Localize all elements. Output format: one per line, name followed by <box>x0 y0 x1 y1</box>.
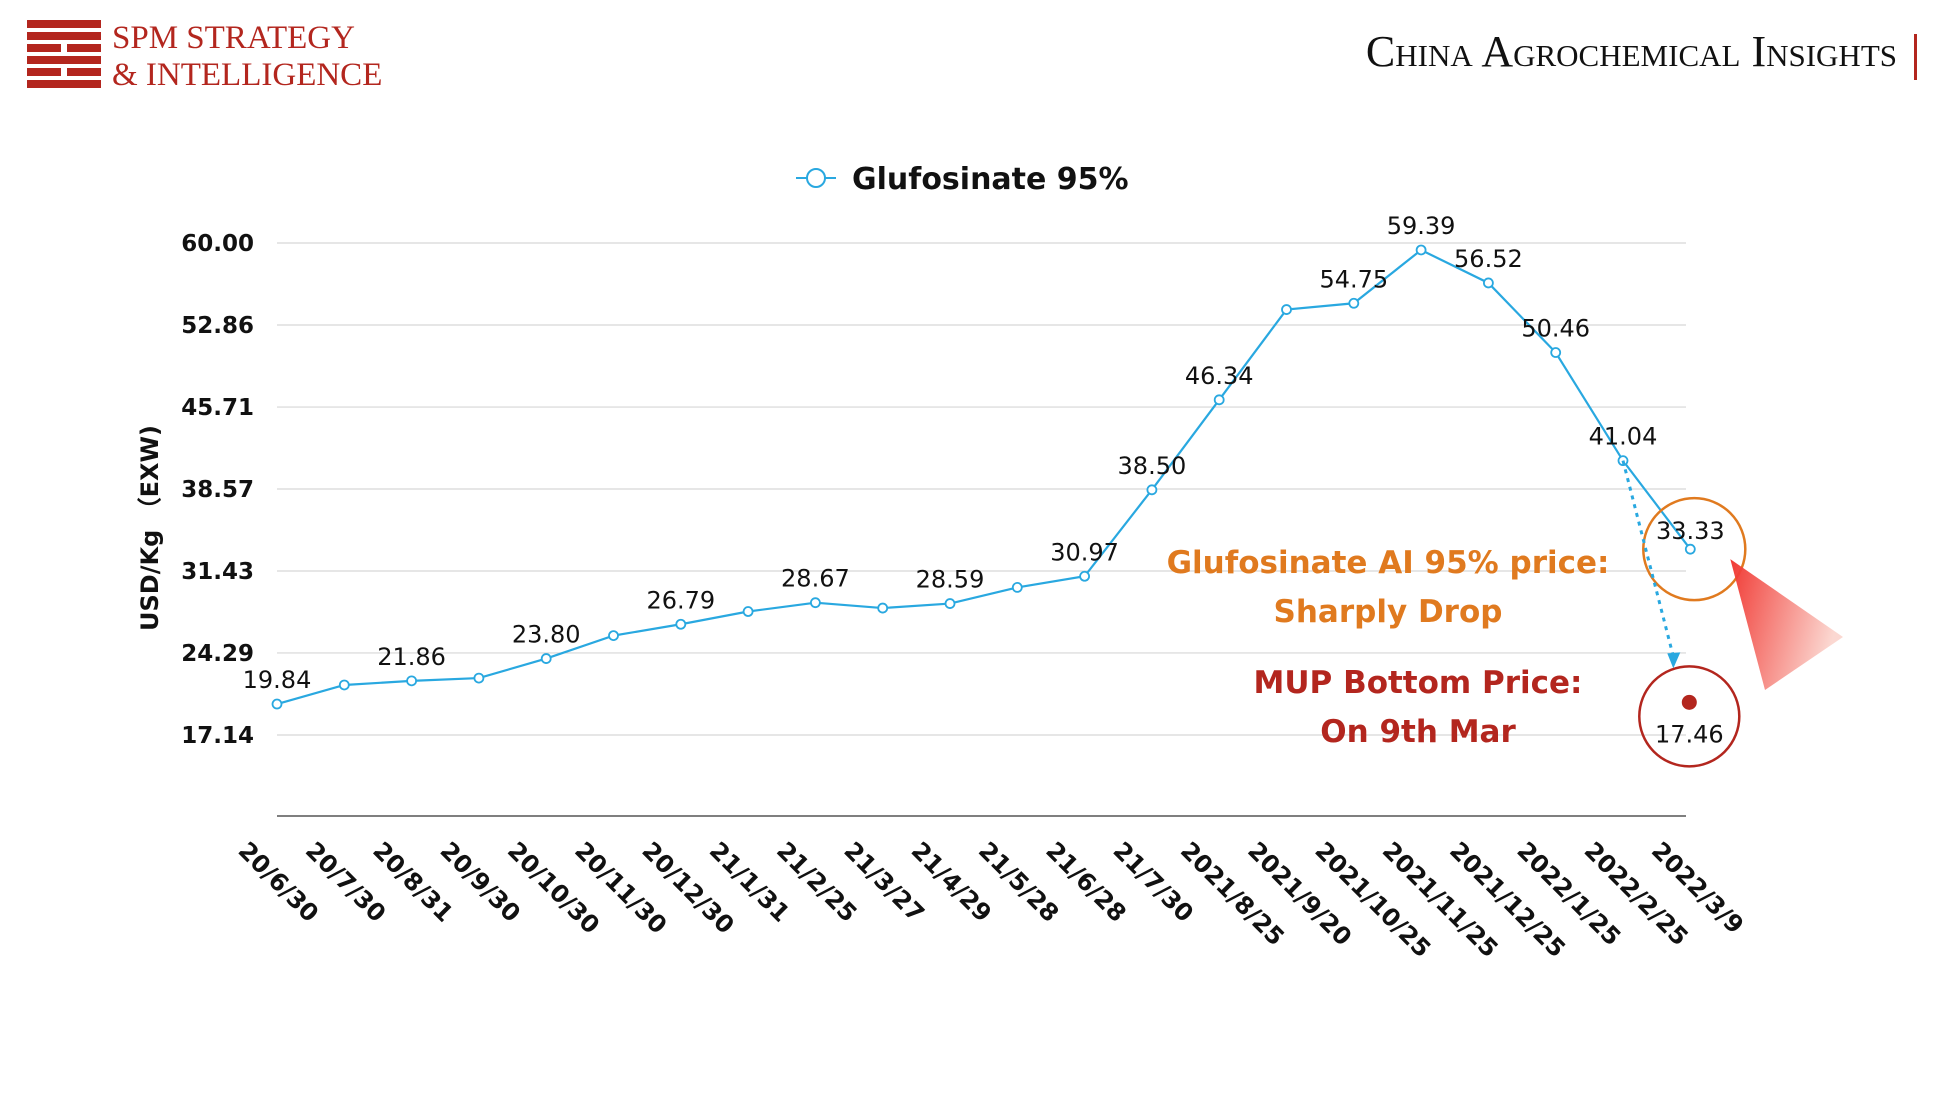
y-tick-label: 60.00 <box>181 231 254 257</box>
data-label: 28.67 <box>781 565 850 593</box>
data-point <box>406 675 418 687</box>
x-tick-label: 2021/10/25 <box>1310 836 1437 963</box>
dotted-arrow-line <box>1621 460 1675 657</box>
x-tick-label: 2021/12/25 <box>1444 836 1571 963</box>
data-label: 50.46 <box>1521 315 1590 343</box>
y-tick-label: 38.57 <box>181 477 254 503</box>
arrow-head-icon <box>1667 652 1681 669</box>
y-tick-label: 52.86 <box>181 313 254 339</box>
chart: Glufosinate 95% 60.00 52.86 45.71 38.57 31.4… <box>136 162 1843 963</box>
data-point <box>271 698 283 710</box>
x-tick-label: 2021/11/25 <box>1377 836 1504 963</box>
data-point <box>1146 484 1158 496</box>
data-label: 26.79 <box>646 586 715 614</box>
data-label: 19.84 <box>243 666 312 694</box>
annotations: Glufosinate AI 95% price: Sharply Drop 17.… <box>1167 460 1843 768</box>
data-label: 41.04 <box>1589 423 1658 451</box>
company-logo: SPM STRATEGY & INTELLIGENCE <box>27 20 382 93</box>
highlight-circle-drop <box>1642 496 1747 602</box>
data-point <box>1011 582 1023 593</box>
mup-value-label: 17.46 <box>1655 720 1724 748</box>
data-point <box>473 672 485 684</box>
data-point <box>608 630 619 642</box>
y-tick-label: 24.29 <box>181 641 254 667</box>
data-point <box>540 653 552 664</box>
data-point <box>1483 277 1494 289</box>
data-point <box>338 679 350 691</box>
header-title: China Agrochemical Insights <box>1366 27 1897 76</box>
legend-marker-icon <box>806 168 826 188</box>
legend: Glufosinate 95% <box>796 162 1129 197</box>
data-label: 38.50 <box>1118 452 1187 480</box>
data-label: 21.86 <box>377 643 446 671</box>
grid <box>277 242 1686 817</box>
y-tick-label: 17.14 <box>181 723 254 749</box>
drop-annotation-line2: Sharply Drop <box>1274 594 1503 630</box>
series-line <box>276 248 1692 706</box>
legend-label: Glufosinate 95% <box>852 162 1129 197</box>
callout-cone <box>1730 559 1843 690</box>
x-axis-ticks: 20/6/3020/7/3020/8/3120/9/3020/10/3020/1… <box>233 836 1749 963</box>
data-point <box>944 598 956 609</box>
y-tick-label: 45.71 <box>181 395 254 421</box>
data-point <box>1348 297 1360 309</box>
data-label: 54.75 <box>1319 265 1388 293</box>
y-tick-label: 31.43 <box>181 559 254 585</box>
data-point <box>877 602 889 614</box>
mup-point <box>1681 694 1697 710</box>
y-axis-label: USD/Kg （EXW) <box>136 425 164 631</box>
data-point <box>742 606 754 617</box>
data-point <box>1281 304 1292 315</box>
data-label: 28.59 <box>916 566 985 594</box>
data-point <box>675 618 687 630</box>
data-point <box>1079 570 1090 582</box>
y-axis-ticks: 60.00 52.86 45.71 38.57 31.43 24.29 17.14 <box>181 231 254 749</box>
data-label: 30.97 <box>1050 538 1119 566</box>
data-point <box>1684 543 1696 555</box>
mup-annotation-line1: MUP Bottom Price: <box>1254 665 1583 701</box>
drop-annotation-line1: Glufosinate AI 95% price: <box>1167 545 1610 581</box>
data-labels: 19.84 21.86 23.80 26.79 28.67 28.59 30.97 38.50… <box>243 212 1725 694</box>
data-point <box>1550 347 1562 358</box>
logo-line2: & INTELLIGENCE <box>112 57 382 93</box>
data-label: 23.80 <box>512 621 581 649</box>
data-point <box>1213 394 1225 406</box>
logo-mark-icon <box>27 20 101 88</box>
data-label: 59.39 <box>1387 212 1456 240</box>
header-accent-bar <box>1914 34 1917 80</box>
highlight-circle-mup <box>1638 665 1741 768</box>
data-point <box>810 597 821 609</box>
data-label: 56.52 <box>1454 245 1523 273</box>
data-point <box>1415 244 1427 256</box>
mup-annotation-line2: On 9th Mar <box>1320 714 1516 750</box>
data-label: 46.34 <box>1185 362 1254 390</box>
series-glufosinate <box>271 244 1696 710</box>
data-label: 33.33 <box>1656 517 1725 545</box>
logo-line1: SPM STRATEGY <box>112 20 355 56</box>
